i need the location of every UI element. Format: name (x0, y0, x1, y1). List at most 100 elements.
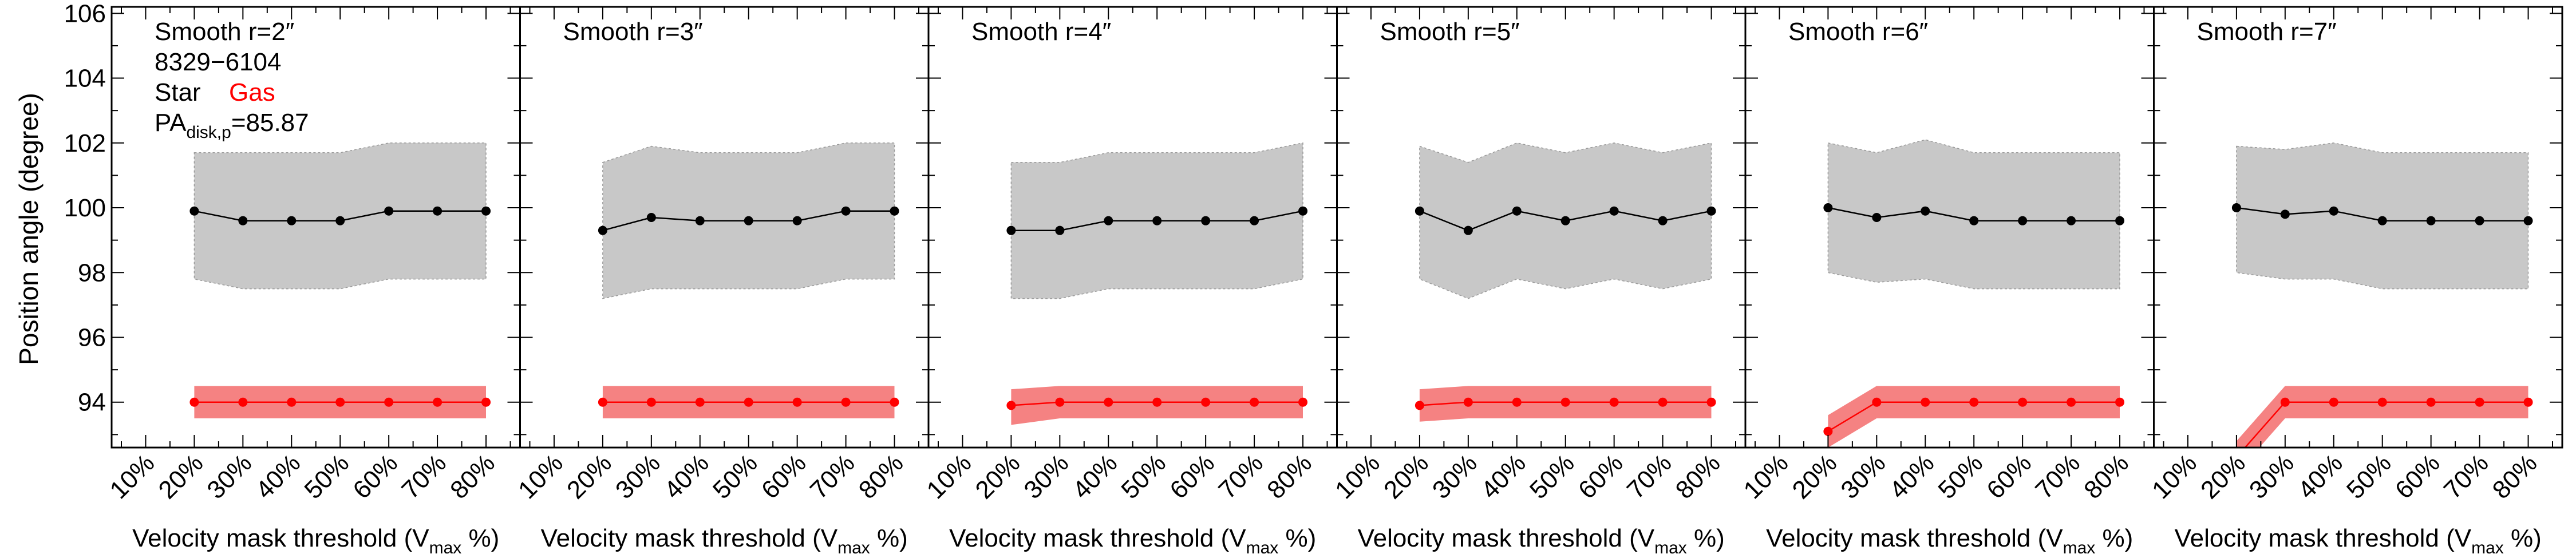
x-tick-label: 60% (1981, 449, 2037, 504)
star-point (1006, 225, 1016, 235)
gas-point (598, 397, 607, 407)
gas-point (792, 397, 802, 407)
gas-point (433, 397, 442, 407)
x-tick-label: 70% (805, 449, 860, 504)
star-point (1969, 216, 1979, 225)
gas-point (695, 397, 705, 407)
gas-point (2377, 397, 2387, 407)
x-axis-label-main: Velocity mask threshold (V (949, 524, 1246, 552)
x-tick-label: 10% (1330, 449, 1385, 504)
y-tick-label: 98 (78, 259, 106, 287)
panel-6: 10%20%30%40%50%60%70%80% Velocity mask th… (2147, 6, 2563, 557)
x-tick-label: 60% (1573, 449, 1629, 504)
star-band (193, 143, 487, 290)
star-point (1512, 206, 1522, 216)
panel-title: Smooth r=4″ (971, 18, 1111, 46)
star-point (744, 216, 753, 225)
galaxy-id: 8329−6104 (155, 48, 281, 76)
star-point (890, 206, 899, 216)
x-tick-label: 40% (250, 449, 306, 504)
x-axis-label-sub: max (429, 539, 462, 557)
star-point (1823, 203, 1833, 213)
gas-point (1104, 397, 1113, 407)
x-tick-label: 80% (2079, 449, 2134, 504)
star-point (2231, 203, 2241, 213)
x-axis-label-main: Velocity mask threshold (V (132, 524, 429, 552)
star-point (481, 206, 491, 216)
plot-area (1823, 139, 2125, 448)
x-tick-label: 20% (562, 449, 617, 504)
panel-title: Smooth r=7″ (2197, 18, 2337, 46)
x-tick-label: 70% (396, 449, 452, 504)
star-point (2475, 216, 2484, 225)
x-tick-label: 20% (970, 449, 1026, 504)
x-tick-label: 30% (610, 449, 666, 504)
x-tick-label: 10% (922, 449, 977, 504)
gas-point (646, 397, 656, 407)
gas-point (1055, 397, 1065, 407)
x-tick-label: 40% (2293, 449, 2348, 504)
star-point (1201, 216, 1211, 225)
star-point (2523, 216, 2533, 225)
gas-point (2280, 397, 2290, 407)
plot-area (1415, 142, 1716, 422)
panel-3: 10%20%30%40%50%60%70%80% Velocity mask th… (922, 6, 1338, 557)
x-axis-label-end: %) (2095, 524, 2133, 552)
x-tick-label: 30% (202, 449, 257, 504)
x-axis-label: Velocity mask threshold (Vmax %) (132, 524, 499, 557)
star-point (2067, 216, 2076, 225)
gas-point (335, 397, 345, 407)
panel-1: 94969810010210410610%20%30%40%50%60%70%8… (64, 0, 521, 557)
gas-point (2018, 397, 2028, 407)
gas-point (2426, 397, 2436, 407)
star-point (1921, 206, 1930, 216)
gas-point (1609, 397, 1619, 407)
gas-point (287, 397, 297, 407)
star-point (792, 216, 802, 225)
star-point (238, 216, 248, 225)
star-point (2329, 206, 2338, 216)
x-axis-label-sub: max (2471, 539, 2504, 557)
x-tick-label: 20% (2195, 449, 2251, 504)
star-point (1872, 213, 1882, 223)
x-axis-label-end: %) (2504, 524, 2542, 552)
panel-title: Smooth r=2″ (155, 18, 294, 46)
gas-point (1201, 397, 1211, 407)
x-tick-label: 50% (299, 449, 354, 504)
panel-title: Smooth r=6″ (1788, 18, 1928, 46)
x-tick-label: 10% (1739, 449, 1794, 504)
gas-point (1872, 397, 1882, 407)
x-axis-label: Velocity mask threshold (Vmax %) (1766, 524, 2133, 557)
x-tick-label: 30% (1427, 449, 1483, 504)
gas-band (1828, 386, 2120, 448)
x-tick-label: 60% (756, 449, 812, 504)
x-tick-label: 40% (1476, 449, 1531, 504)
gas-point (890, 397, 899, 407)
x-axis-label-main: Velocity mask threshold (V (541, 524, 838, 552)
gas-point (2523, 397, 2533, 407)
x-tick-label: 40% (1067, 449, 1123, 504)
star-point (841, 206, 851, 216)
x-tick-label: 50% (2341, 449, 2397, 504)
y-tick-label: 106 (64, 0, 106, 27)
x-tick-label: 50% (1524, 449, 1580, 504)
x-tick-label: 40% (659, 449, 714, 504)
star-point (598, 225, 607, 235)
x-axis-label-sub: max (2063, 539, 2096, 557)
x-tick-label: 60% (1164, 449, 1220, 504)
star-point (335, 216, 345, 225)
star-band (2236, 143, 2529, 290)
x-tick-label: 10% (2147, 449, 2202, 504)
x-tick-label: 80% (1670, 449, 1726, 504)
gas-point (384, 397, 394, 407)
x-axis-label: Velocity mask threshold (Vmax %) (541, 524, 908, 557)
x-tick-label: 70% (2030, 449, 2085, 504)
x-tick-label: 10% (105, 449, 160, 504)
star-point (189, 206, 199, 216)
x-tick-label: 80% (854, 449, 909, 504)
gas-point (1921, 397, 1930, 407)
star-point (695, 216, 705, 225)
star-point (2115, 216, 2125, 225)
gas-point (1298, 397, 1308, 407)
x-tick-label: 30% (2244, 449, 2300, 504)
